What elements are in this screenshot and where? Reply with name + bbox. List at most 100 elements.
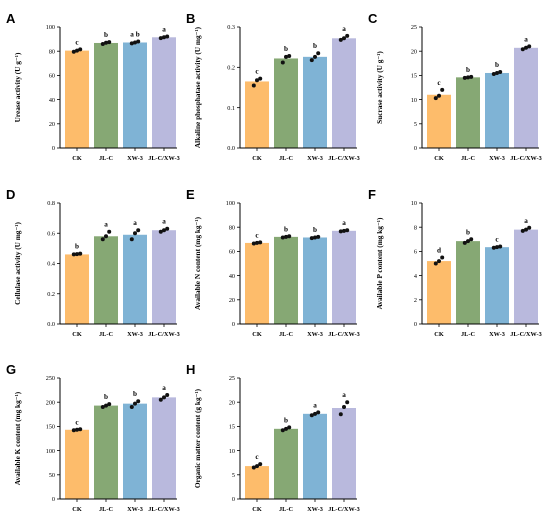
data-point (491, 71, 496, 76)
x-tick-label: CK (72, 155, 82, 162)
data-point (129, 41, 134, 46)
y-tick-label: 20 (49, 121, 55, 128)
bar-JL-C (456, 77, 480, 148)
y-tick-label: 10 (411, 200, 417, 207)
bar-CK (65, 50, 89, 148)
y-tick-label: 4 (414, 273, 417, 280)
y-tick-label: 0 (232, 321, 235, 328)
y-tick-label: 20 (229, 399, 235, 406)
bar-JL-C/XW-3 (152, 230, 176, 324)
y-tick-label: 60 (49, 73, 55, 80)
bar-XW-3 (123, 234, 147, 324)
x-tick-label: JL-C/XW-3 (328, 155, 360, 162)
y-tick-label: 5 (414, 121, 417, 128)
data-point (158, 36, 163, 41)
significance-letter: a b (130, 31, 139, 39)
y-tick-label: 6 (414, 249, 417, 256)
data-point (75, 48, 79, 53)
significance-letter: c (437, 79, 441, 87)
y-axis-label: Urease activity (U g⁻¹) (13, 52, 22, 122)
y-axis-label: Organic matter content (g kg⁻¹) (193, 388, 202, 488)
bar-JL-C (274, 428, 298, 499)
panel-E: E Available N content (mg kg⁻¹) 0 20 40 60 80 1… (186, 187, 360, 338)
data-point (75, 252, 79, 257)
significance-letter: a (104, 221, 108, 229)
data-point (251, 241, 256, 246)
significance-letter: b (133, 390, 137, 398)
y-tick-label: 10 (411, 97, 417, 104)
y-tick-label: 0 (414, 145, 417, 152)
panel-letter: H (186, 362, 195, 377)
significance-letter: c (255, 453, 259, 461)
data-point (71, 252, 76, 257)
y-tick-label: 0.1 (227, 105, 235, 112)
panel-C: C Sucrase activity (U g⁻¹) 0 5 10 15 20 25 CK JL-… (368, 11, 542, 162)
y-tick-label: 15 (411, 73, 417, 80)
y-tick-label: 80 (229, 224, 235, 231)
y-tick-label: 15 (229, 424, 235, 431)
x-tick-label: XW-3 (307, 506, 323, 511)
significance-letter: a (313, 401, 317, 409)
y-axis-label: Cellulase activity (U mg⁻¹) (13, 222, 22, 305)
data-point (280, 428, 285, 433)
bar-XW-3 (303, 413, 327, 499)
significance-letter: a (342, 391, 346, 399)
y-tick-label: 20 (229, 297, 235, 304)
data-point (284, 426, 288, 431)
data-point (440, 87, 445, 92)
data-point (462, 240, 467, 245)
data-point (527, 225, 532, 230)
panel-letter: F (368, 187, 376, 202)
bar-JL-C (456, 241, 480, 324)
bar-CK (65, 254, 89, 324)
x-tick-label: JL-C (279, 331, 293, 338)
data-point (342, 228, 346, 233)
x-tick-label: JL-C/XW-3 (328, 331, 360, 338)
y-axis-label: Available K content (mg kg⁻¹) (13, 391, 22, 485)
y-tick-label: 40 (49, 97, 55, 104)
data-point (251, 83, 256, 88)
data-point (316, 51, 321, 56)
x-tick-label: CK (72, 331, 82, 338)
data-point (100, 405, 105, 410)
data-point (136, 399, 141, 404)
significance-letter: b (284, 225, 288, 233)
data-point (342, 36, 346, 41)
x-tick-label: CK (252, 331, 262, 338)
x-tick-label: JL-C (461, 155, 475, 162)
data-point (338, 412, 343, 417)
data-point (280, 60, 285, 65)
data-point (100, 237, 105, 242)
data-point (437, 259, 441, 264)
x-tick-label: JL-C/XW-3 (510, 155, 542, 162)
y-tick-label: 150 (46, 424, 55, 431)
data-point (338, 37, 343, 42)
bar-JL-C/XW-3 (514, 47, 538, 149)
y-tick-label: 0.2 (47, 291, 55, 298)
data-point (466, 239, 470, 244)
x-tick-label: JL-C/XW-3 (510, 331, 542, 338)
x-tick-label: JL-C/XW-3 (328, 506, 360, 511)
x-tick-label: JL-C (99, 155, 113, 162)
y-tick-label: 0 (52, 496, 55, 503)
data-point (316, 234, 321, 239)
panel-letter: C (368, 11, 378, 26)
data-point (104, 403, 108, 408)
y-tick-label: 20 (411, 48, 417, 55)
x-tick-label: XW-3 (127, 506, 143, 511)
data-point (287, 54, 292, 59)
x-tick-label: CK (252, 506, 262, 511)
data-point (129, 405, 134, 410)
data-point (258, 76, 263, 81)
data-point (158, 397, 163, 402)
y-tick-label: 0.3 (227, 24, 235, 31)
x-tick-label: CK (252, 155, 262, 162)
data-point (309, 236, 314, 241)
significance-letter: a (342, 25, 346, 33)
data-point (342, 405, 346, 410)
panel-letter: A (6, 11, 16, 26)
data-point (107, 40, 112, 45)
data-point (165, 226, 170, 231)
data-point (78, 47, 83, 52)
